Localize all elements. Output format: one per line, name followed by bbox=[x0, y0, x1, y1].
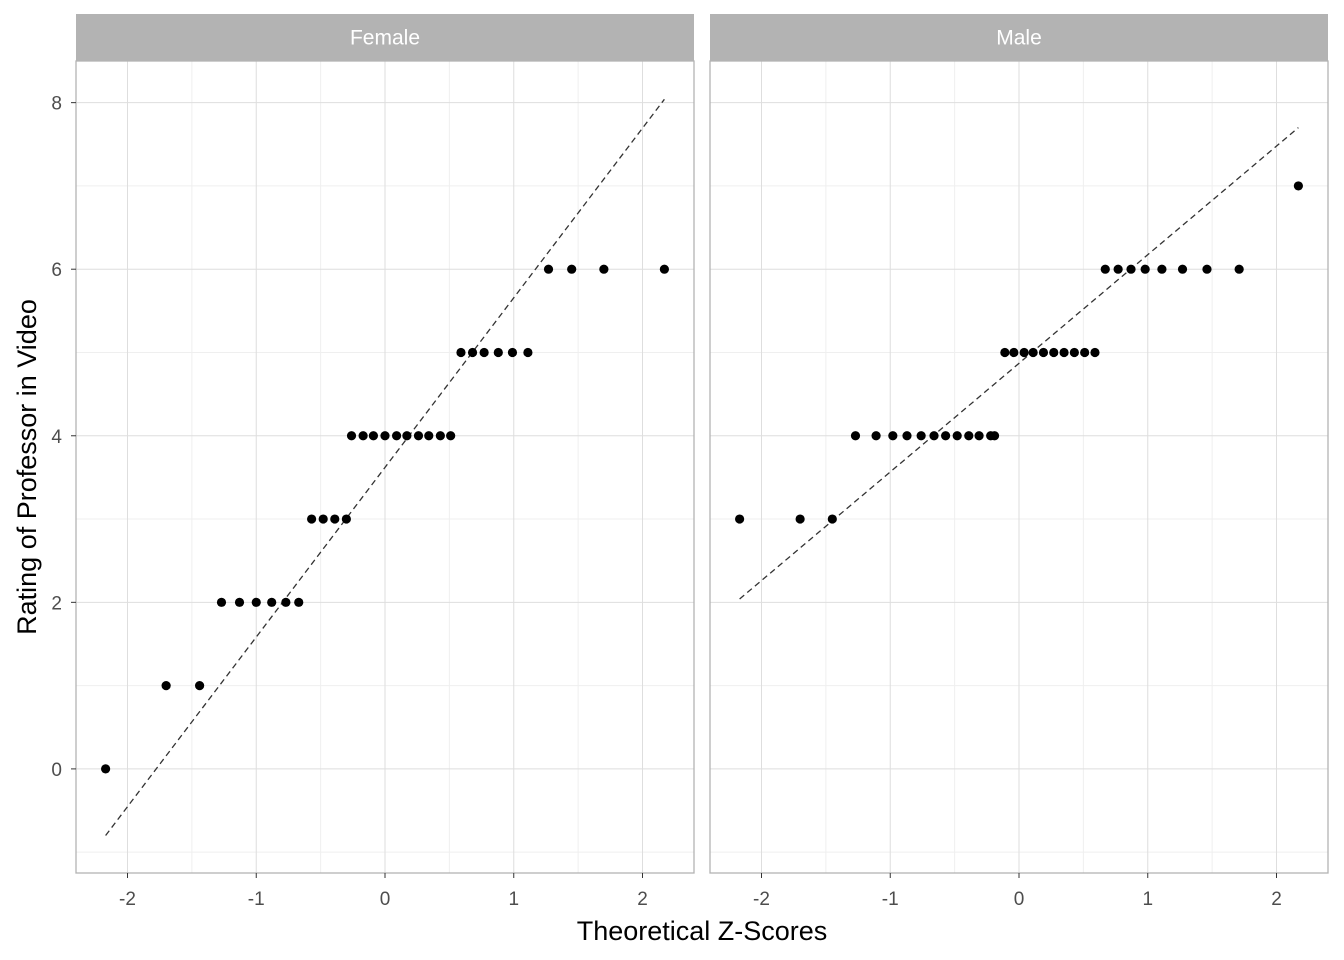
data-point bbox=[1080, 347, 1090, 358]
data-point bbox=[599, 264, 609, 274]
data-point bbox=[659, 264, 669, 274]
data-point bbox=[1009, 347, 1019, 358]
data-point bbox=[523, 347, 533, 358]
data-point bbox=[101, 764, 111, 774]
data-point bbox=[251, 597, 261, 607]
facet-strip bbox=[710, 14, 1328, 61]
data-point bbox=[216, 597, 227, 607]
data-point bbox=[307, 514, 317, 524]
y-axis: 0 2 4 6 8 bbox=[51, 94, 76, 781]
x-tick-label: 0 bbox=[380, 889, 391, 910]
x-axis-title: Theoretical Z-Scores bbox=[577, 916, 828, 946]
data-point bbox=[929, 431, 939, 441]
data-point bbox=[916, 431, 926, 441]
data-point bbox=[1177, 264, 1188, 274]
x-tick-label: 1 bbox=[508, 889, 519, 910]
data-point bbox=[941, 431, 951, 441]
facet-strip-label: Male bbox=[996, 27, 1042, 50]
data-point bbox=[902, 431, 912, 441]
facet-panels: Female -2 -1 0 1 2 Male -2 -1 0 1 2 bbox=[75, 14, 1329, 910]
data-point bbox=[456, 347, 466, 358]
data-point bbox=[1069, 347, 1079, 358]
data-point bbox=[964, 431, 974, 441]
data-point bbox=[294, 597, 304, 607]
data-point bbox=[358, 431, 368, 441]
data-point bbox=[234, 597, 245, 607]
data-point bbox=[341, 514, 351, 524]
data-point bbox=[493, 347, 503, 358]
data-point bbox=[195, 681, 205, 691]
data-point bbox=[318, 514, 328, 524]
facet-strip-label: Female bbox=[350, 27, 420, 50]
data-point bbox=[795, 514, 805, 524]
data-point bbox=[1293, 181, 1303, 191]
data-point bbox=[1157, 264, 1167, 274]
data-point bbox=[1140, 264, 1150, 274]
data-point bbox=[871, 431, 881, 441]
x-tick-label: -1 bbox=[248, 889, 265, 910]
data-point bbox=[1202, 264, 1212, 274]
y-axis-title: Rating of Professor in Video bbox=[12, 299, 42, 635]
data-point bbox=[346, 431, 357, 441]
data-point bbox=[543, 264, 554, 274]
y-tick-label: 6 bbox=[51, 260, 62, 281]
qq-reference-line bbox=[105, 98, 665, 836]
data-point bbox=[567, 264, 577, 274]
x-tick-label: -1 bbox=[882, 889, 899, 910]
data-point bbox=[1000, 347, 1010, 358]
data-point bbox=[952, 431, 962, 441]
data-point bbox=[974, 431, 984, 441]
data-point bbox=[161, 681, 171, 691]
data-point bbox=[1113, 264, 1123, 274]
data-point bbox=[1100, 264, 1110, 274]
data-point bbox=[1090, 347, 1100, 358]
y-tick-label: 0 bbox=[51, 760, 62, 781]
data-point bbox=[267, 597, 277, 607]
facet-strip bbox=[76, 14, 694, 61]
data-point bbox=[330, 514, 340, 524]
data-point bbox=[424, 431, 434, 441]
x-tick-label: 1 bbox=[1142, 889, 1153, 910]
y-tick-label: 8 bbox=[51, 94, 62, 115]
data-point bbox=[435, 431, 445, 441]
data-point bbox=[479, 347, 489, 358]
data-point bbox=[467, 347, 478, 358]
y-tick-label: 2 bbox=[51, 593, 62, 614]
x-tick-label: 0 bbox=[1014, 889, 1025, 910]
data-point bbox=[888, 431, 898, 441]
data-point bbox=[281, 597, 291, 607]
panel-female: Female -2 -1 0 1 2 bbox=[75, 14, 695, 910]
y-tick-label: 4 bbox=[51, 427, 62, 448]
data-point bbox=[1059, 347, 1069, 358]
x-tick-label: -2 bbox=[119, 889, 136, 910]
x-tick-label: 2 bbox=[637, 889, 648, 910]
data-point bbox=[735, 514, 745, 524]
data-point bbox=[989, 431, 1000, 441]
data-point bbox=[1234, 264, 1244, 274]
data-point bbox=[368, 431, 379, 441]
x-tick-label: -2 bbox=[753, 889, 770, 910]
data-point bbox=[850, 431, 861, 441]
data-point bbox=[402, 431, 412, 441]
data-point bbox=[827, 514, 837, 524]
x-tick-label: 2 bbox=[1271, 889, 1282, 910]
data-point bbox=[380, 431, 390, 441]
data-point bbox=[507, 347, 518, 358]
data-point bbox=[1028, 347, 1038, 358]
data-point bbox=[391, 431, 402, 441]
data-point bbox=[1019, 347, 1029, 358]
data-point bbox=[1049, 347, 1059, 358]
data-point bbox=[1126, 264, 1136, 274]
data-point bbox=[1038, 347, 1049, 358]
panel-male: Male -2 -1 0 1 2 bbox=[709, 14, 1329, 910]
data-point bbox=[413, 431, 424, 441]
data-point bbox=[446, 431, 456, 441]
